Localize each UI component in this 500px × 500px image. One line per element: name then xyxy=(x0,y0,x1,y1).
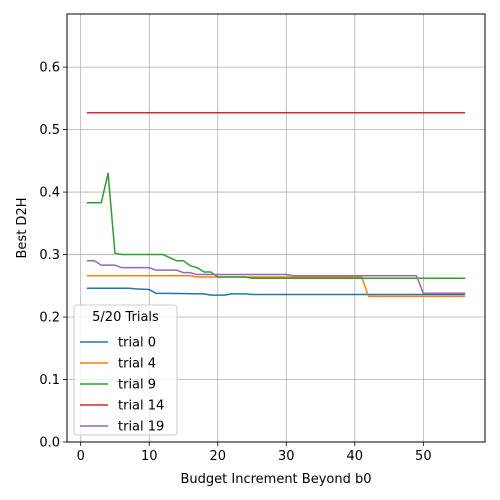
series-line-trial-9 xyxy=(86,172,466,280)
legend-entry-label: trial 4 xyxy=(118,357,156,372)
y-tick-label: 0.3 xyxy=(39,248,60,263)
legend-entry-label: trial 0 xyxy=(118,336,156,351)
x-axis-label: Budget Increment Beyond b0 xyxy=(180,472,371,487)
legend-entry-label: trial 9 xyxy=(118,378,156,393)
x-tick-label: 20 xyxy=(209,449,226,464)
x-tick-label: 0 xyxy=(77,449,85,464)
legend-box xyxy=(73,304,178,436)
y-tick-label: 0.2 xyxy=(39,311,60,326)
x-tick-label: 10 xyxy=(141,449,158,464)
y-axis-label: Best D2H xyxy=(15,198,30,259)
legend-title: 5/20 Trials xyxy=(92,310,159,325)
axis-ticks: 0 10 20 30 40 50 0.0 0.1 0.2 0.3 0.4 0.5 0.6 xyxy=(39,61,431,464)
series-lines xyxy=(86,111,466,298)
y-tick-label: 0.1 xyxy=(39,373,60,388)
plot-frame xyxy=(66,13,486,443)
x-tick-label: 50 xyxy=(415,449,432,464)
y-tick-label: 0.5 xyxy=(39,123,60,138)
x-tick-label: 30 xyxy=(278,449,295,464)
y-tick-label: 0.0 xyxy=(39,436,60,451)
series-line-trial-19 xyxy=(86,260,466,295)
series-line-trial-0 xyxy=(86,287,466,296)
legend-entry-label: trial 14 xyxy=(118,399,164,414)
y-tick-label: 0.4 xyxy=(39,186,60,201)
series-line-trial-4 xyxy=(86,275,466,298)
legend-entry-label: trial 19 xyxy=(118,420,164,435)
legend: 5/20 Trials trial 0 trial 4 trial 9 trial 1… xyxy=(73,304,178,436)
x-tick-label: 40 xyxy=(347,449,364,464)
y-tick-label: 0.6 xyxy=(39,61,60,76)
